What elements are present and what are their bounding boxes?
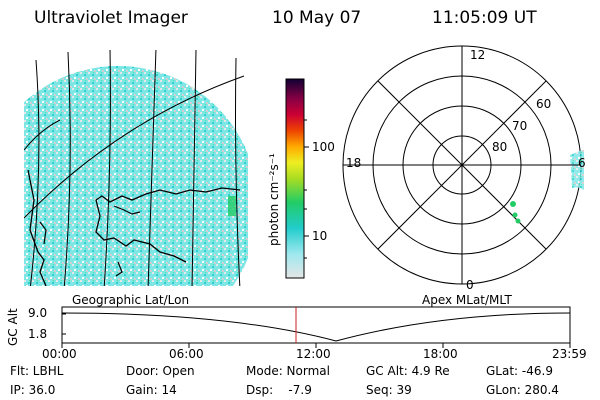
lat-label-70: 70 [512, 119, 528, 133]
info-seq: Seq: 39 [366, 383, 412, 397]
altitude-xtick-3: 18:00 [423, 347, 458, 361]
altitude-curve [61, 312, 571, 342]
colorbar-tick-100: 100 [312, 140, 335, 154]
altitude-ylabel: GC Alt [6, 308, 20, 346]
uv-emission-disk [24, 66, 248, 286]
lat-label-60: 60 [536, 97, 552, 111]
altitude-plot [61, 306, 571, 348]
right-panel-caption: Apex MLat/MLT [422, 293, 512, 307]
info-ip: IP: 36.0 [10, 383, 56, 397]
lat-label-80: 80 [492, 140, 508, 154]
altitude-xtick-1: 06:00 [169, 347, 204, 361]
info-gcalt: GC Alt: 4.9 Re [366, 364, 450, 378]
color-scale-bar [285, 78, 305, 279]
mlt-label-18: 18 [346, 156, 362, 170]
mlt-label-0: 0 [466, 278, 474, 292]
altitude-ytick-low: 1.8 [28, 327, 48, 341]
info-mode: Mode: Normal [246, 364, 330, 378]
mlt-label-12: 12 [470, 48, 486, 62]
info-flt: Flt: LBHL [10, 364, 64, 378]
colorbar-unit-label: photon cm⁻²s⁻¹ [267, 153, 281, 246]
coastline [27, 169, 47, 286]
time-label: 11:05:09 UT [432, 8, 537, 28]
polar-plot [342, 45, 584, 285]
info-dsp: Dsp: -7.9 [246, 383, 312, 397]
left-panel-caption: Geographic Lat/Lon [72, 293, 190, 307]
altitude-xtick-2: 12:00 [296, 347, 331, 361]
info-glon: GLon: 280.4 [486, 383, 559, 397]
altitude-xtick-0: 00:00 [42, 347, 77, 361]
info-gain: Gain: 14 [126, 383, 177, 397]
info-glat: GLat: -46.9 [486, 364, 553, 378]
mlt-label-6: 6 [578, 156, 586, 170]
date-label: 10 May 07 [272, 8, 362, 28]
altitude-xtick-4: 23:59 [552, 347, 587, 361]
altitude-ytick-high: 9.0 [28, 306, 48, 320]
colorbar-tick-10: 10 [312, 229, 328, 243]
info-door: Door: Open [126, 364, 195, 378]
geographic-image [24, 50, 248, 286]
instrument-title: Ultraviolet Imager [34, 8, 188, 28]
